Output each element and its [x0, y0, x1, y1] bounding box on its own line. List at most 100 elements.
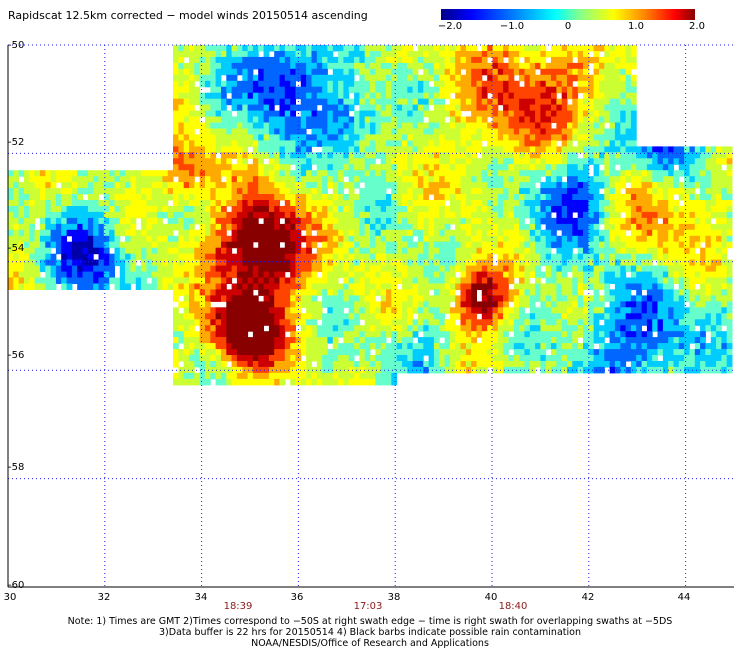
wind-cell [173, 271, 179, 279]
wind-cell [215, 188, 222, 195]
wind-cell [556, 86, 563, 94]
wind-cell [503, 313, 509, 320]
wind-cell [417, 301, 424, 308]
wind-cell [295, 283, 302, 290]
wind-cell [210, 217, 217, 225]
wind-cell [471, 45, 477, 52]
wind-cell [535, 241, 541, 249]
wind-cell [402, 206, 408, 213]
wind-cell [620, 194, 627, 201]
wind-cell [492, 104, 499, 112]
wind-cell [354, 200, 360, 207]
wind-cell [625, 253, 632, 261]
wind-cell [380, 164, 387, 171]
wind-cell [386, 211, 392, 219]
wind-cell [354, 86, 360, 94]
wind-cell [189, 104, 195, 112]
wind-cell [396, 217, 403, 225]
wind-cell [24, 235, 30, 243]
wind-cell [439, 206, 445, 213]
wind-cell [306, 62, 312, 70]
wind-cell [439, 295, 445, 302]
wind-cell [93, 206, 99, 213]
wind-cell [295, 253, 302, 261]
wind-cell [524, 68, 531, 76]
wind-cell [614, 98, 621, 106]
wind-cell [236, 92, 243, 100]
wind-cell [316, 235, 323, 243]
wind-cell [561, 235, 568, 243]
wind-cell [529, 176, 536, 183]
wind-cell [503, 51, 509, 58]
wind-cell [593, 176, 600, 183]
wind-cell [620, 289, 627, 296]
wind-cell [599, 194, 605, 201]
wind-cell [359, 247, 366, 255]
wind-cell [599, 152, 605, 159]
wind-cell [103, 188, 110, 195]
wind-cell [609, 122, 616, 129]
wind-cell [460, 301, 467, 308]
wind-cell [274, 56, 280, 64]
wind-cell [354, 170, 360, 177]
wind-cell [540, 200, 547, 207]
wind-cell [290, 206, 296, 213]
wind-cell [487, 194, 493, 201]
wind-cell [125, 271, 131, 279]
wind-cell [215, 182, 222, 189]
wind-cell [513, 176, 520, 183]
wind-cell [567, 122, 573, 129]
wind-cell [529, 104, 536, 112]
wind-cell [61, 217, 67, 225]
wind-cell [503, 277, 509, 284]
wind-cell [173, 289, 179, 296]
wind-cell [652, 295, 658, 302]
wind-cell [354, 116, 360, 123]
wind-cell [279, 301, 286, 308]
wind-cell [364, 104, 371, 112]
wind-cell [391, 62, 398, 70]
wind-cell [556, 176, 563, 183]
wind-cell [316, 116, 323, 123]
wind-cell [327, 158, 334, 165]
wind-cell [513, 164, 520, 171]
wind-cell [673, 295, 680, 302]
wind-cell [700, 271, 706, 279]
wind-cell [29, 182, 36, 189]
wind-cell [508, 229, 515, 237]
wind-cell [444, 152, 451, 159]
wind-cell [460, 45, 467, 52]
wind-cell [567, 217, 573, 225]
wind-cell [540, 164, 547, 171]
wind-cell [354, 295, 360, 302]
wind-cell [593, 229, 600, 237]
wind-cell [556, 104, 563, 112]
wind-cell [210, 265, 217, 273]
wind-cell [620, 92, 627, 100]
wind-cell [577, 68, 584, 76]
wind-cell [135, 277, 142, 284]
wind-cell [609, 188, 616, 195]
wind-cell [620, 229, 627, 237]
wind-cell [39, 229, 46, 237]
wind-cell [487, 241, 493, 249]
wind-cell [252, 122, 259, 129]
wind-cell [423, 307, 430, 314]
wind-cell [545, 241, 552, 249]
wind-cell [636, 307, 642, 314]
wind-cell [588, 56, 595, 64]
wind-cell [662, 146, 669, 153]
wind-cell [386, 116, 392, 123]
wind-cell [689, 277, 696, 284]
wind-cell [599, 62, 605, 70]
wind-cell [417, 200, 424, 207]
wind-cell [279, 92, 286, 100]
wind-cell [572, 289, 579, 296]
wind-cell [433, 170, 440, 177]
wind-cell [620, 158, 627, 165]
wind-cell [465, 140, 472, 147]
wind-cell [641, 307, 648, 314]
wind-cell [284, 188, 291, 195]
wind-cell [726, 241, 733, 249]
wind-cell [465, 295, 472, 302]
